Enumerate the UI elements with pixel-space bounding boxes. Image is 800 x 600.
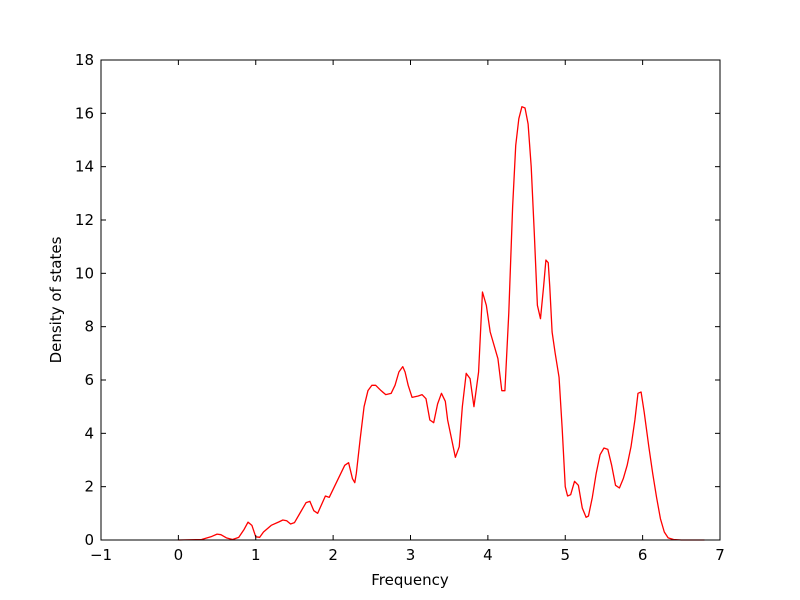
x-tick-label: 5 (560, 546, 570, 564)
y-tick-label: 2 (84, 478, 94, 496)
y-tick-label: 18 (75, 51, 94, 69)
y-axis-label: Density of states (47, 236, 65, 363)
y-tick-label: 12 (75, 211, 94, 229)
y-tick-label: 6 (84, 371, 94, 389)
y-tick-label: 0 (84, 531, 94, 549)
y-tick-label: 10 (75, 264, 94, 282)
y-tick-label: 16 (75, 104, 94, 122)
x-tick-label: 6 (638, 546, 648, 564)
x-axis-label: Frequency (371, 571, 449, 589)
x-tick-label: 4 (483, 546, 493, 564)
x-tick-label: 1 (251, 546, 261, 564)
x-tick-label: 0 (174, 546, 184, 564)
x-tick-label: 3 (406, 546, 416, 564)
x-tick-label: −1 (90, 546, 112, 564)
y-tick-label: 14 (75, 158, 94, 176)
y-tick-label: 4 (84, 424, 94, 442)
plot-layer (178, 106, 705, 541)
x-tick-label: 2 (328, 546, 338, 564)
x-tick-label: 7 (715, 546, 725, 564)
series-line-0 (178, 106, 705, 541)
y-tick-label: 8 (84, 318, 94, 336)
plot-frame (100, 59, 721, 541)
